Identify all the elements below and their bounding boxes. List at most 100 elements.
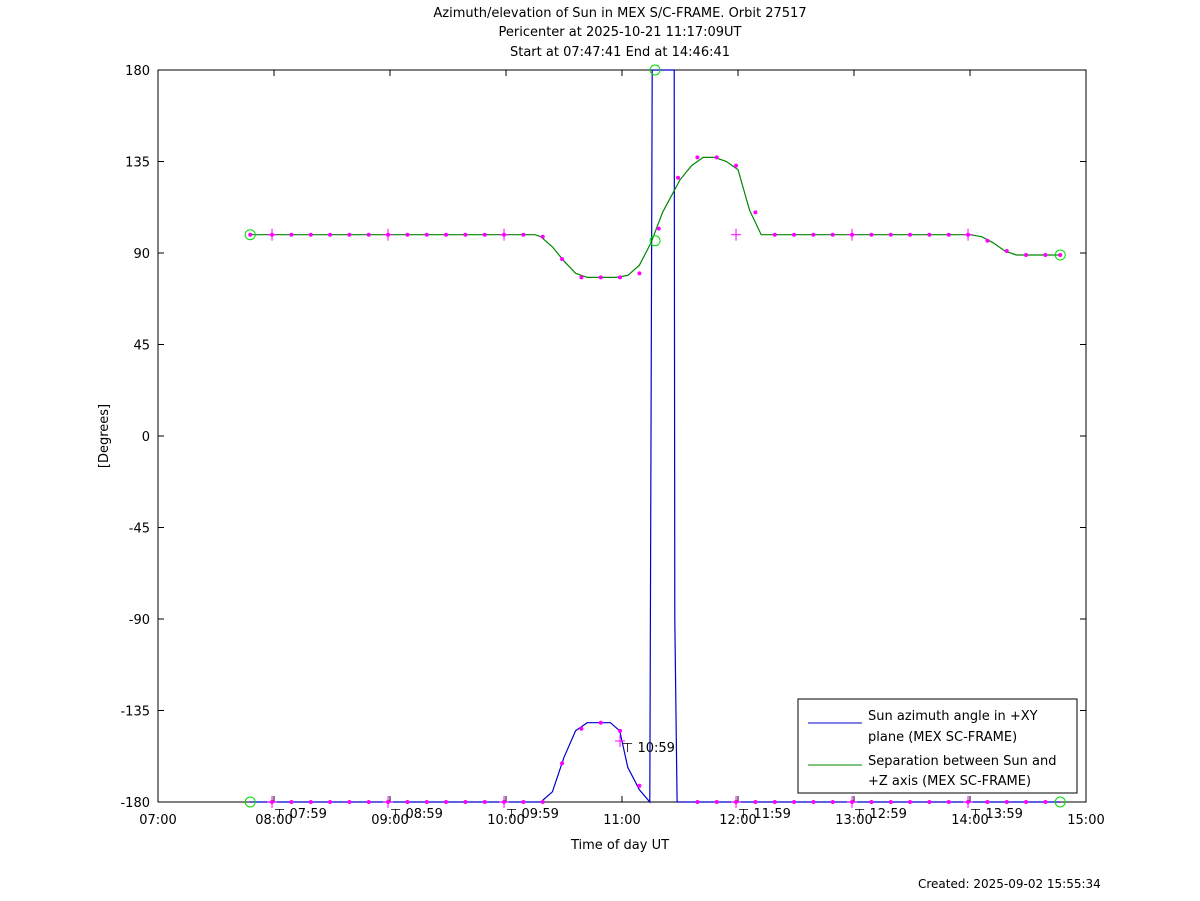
created-timestamp: Created: 2025-09-02 15:55:34 <box>918 877 1101 891</box>
data-point <box>811 800 816 804</box>
data-point <box>347 800 352 804</box>
data-point <box>985 238 990 243</box>
data-point <box>1043 253 1048 258</box>
axes-group: 07:00 08:00 09:00 10:00 11:00 12:00 13:00 14:00… <box>120 64 1104 828</box>
data-point <box>1024 253 1029 258</box>
data-point <box>714 800 719 804</box>
data-point <box>656 226 661 231</box>
data-point <box>482 232 487 237</box>
data-point <box>908 232 913 237</box>
data-point <box>560 761 565 766</box>
data-point <box>540 234 545 239</box>
endpoint-circle <box>649 235 661 247</box>
data-point <box>927 800 932 804</box>
y-tick-label: 180 <box>125 64 150 79</box>
endpoint-circle <box>649 64 661 76</box>
time-marker-labels: ⊤ 07:59 ⊤ 08:59 ⊤ 09:59 ⊤ 10:59 ⊤ 11:59 ⊤ 12:… <box>274 741 1023 822</box>
y-tick-label: 90 <box>133 247 150 262</box>
data-point <box>1024 800 1029 804</box>
data-point <box>405 232 410 237</box>
x-tick-label: 15:00 <box>1067 813 1104 828</box>
data-point <box>444 800 449 804</box>
data-point <box>424 232 429 237</box>
y-tick-label: -90 <box>129 613 150 628</box>
data-point <box>734 163 739 168</box>
x-tick-label: 08:00 <box>255 813 292 828</box>
x-tick-label: 07:00 <box>139 813 176 828</box>
data-point <box>598 720 603 725</box>
y-tick-label: 135 <box>125 156 150 171</box>
time-marker-label: ⊤ 07:59 <box>274 807 327 822</box>
data-point <box>366 800 371 804</box>
x-tick-label: 11:00 <box>603 813 640 828</box>
y-tick-label: -180 <box>120 796 150 811</box>
x-tick-label: 10:00 <box>487 813 524 828</box>
x-tick-label: 12:00 <box>719 813 756 828</box>
data-point <box>248 232 253 237</box>
data-point <box>1058 253 1063 258</box>
data-point <box>908 800 913 804</box>
data-point <box>308 800 313 804</box>
data-point <box>869 232 874 237</box>
data-point <box>308 232 313 237</box>
data-point <box>1004 800 1009 804</box>
data-point <box>637 783 642 788</box>
data-point <box>1004 248 1009 253</box>
data-point <box>985 800 990 804</box>
data-point <box>366 232 371 237</box>
data-point <box>772 232 777 237</box>
endpoint-circle <box>1054 796 1066 808</box>
legend-label-azimuth-1: Sun azimuth angle in +XY <box>868 709 1038 724</box>
data-point <box>869 800 874 804</box>
data-point <box>289 800 294 804</box>
data-point <box>560 257 565 262</box>
data-point <box>888 232 893 237</box>
title-line-1: Azimuth/elevation of Sun in MEX S/C-FRAM… <box>433 6 806 21</box>
endpoint-circle <box>244 229 256 241</box>
data-point <box>792 800 797 804</box>
title-line-3: Start at 07:47:41 End at 14:46:41 <box>510 45 730 60</box>
x-tick-label: 14:00 <box>951 813 988 828</box>
data-point <box>637 271 642 276</box>
legend: Sun azimuth angle in +XY plane (MEX SC-F… <box>797 698 1078 794</box>
time-marker-label: ⊤ 08:59 <box>390 807 443 822</box>
title-line-2: Pericenter at 2025-10-21 11:17:09UT <box>498 25 741 40</box>
series-line-azimuth <box>250 69 1061 804</box>
y-tick-label: 45 <box>133 339 150 354</box>
data-point <box>927 232 932 237</box>
data-point <box>811 232 816 237</box>
data-point <box>946 232 951 237</box>
endpoint-circle <box>244 796 256 808</box>
data-point <box>328 800 333 804</box>
time-marker-label: ⊤ 12:59 <box>854 807 907 822</box>
y-tick-label: -45 <box>129 522 150 537</box>
y-tick-label: -135 <box>120 705 150 720</box>
data-point <box>888 800 893 804</box>
plot-area-frame <box>157 69 1087 803</box>
data-point <box>463 800 468 804</box>
data-point <box>405 800 410 804</box>
x-tick-label: 09:00 <box>371 813 408 828</box>
data-point <box>695 155 700 160</box>
data-point <box>463 232 468 237</box>
series-layer <box>250 69 1061 804</box>
legend-label-separation-1: Separation between Sun and <box>868 754 1056 769</box>
y-tick-label: 0 <box>142 430 150 445</box>
data-point <box>695 800 700 804</box>
legend-label-azimuth-2: plane (MEX SC-FRAME) <box>868 730 1017 745</box>
data-point <box>328 232 333 237</box>
legend-box <box>797 698 1078 794</box>
data-point <box>676 175 681 180</box>
data-point <box>830 800 835 804</box>
data-point <box>482 800 487 804</box>
x-tick-label: 13:00 <box>835 813 872 828</box>
data-point <box>521 232 526 237</box>
x-axis-label: Time of day UT <box>570 838 669 853</box>
data-point <box>424 800 429 804</box>
markers-layer <box>244 64 1066 808</box>
data-point <box>753 800 758 804</box>
data-point <box>1043 800 1048 804</box>
endpoint-circle <box>1054 249 1066 261</box>
data-point <box>753 210 758 215</box>
